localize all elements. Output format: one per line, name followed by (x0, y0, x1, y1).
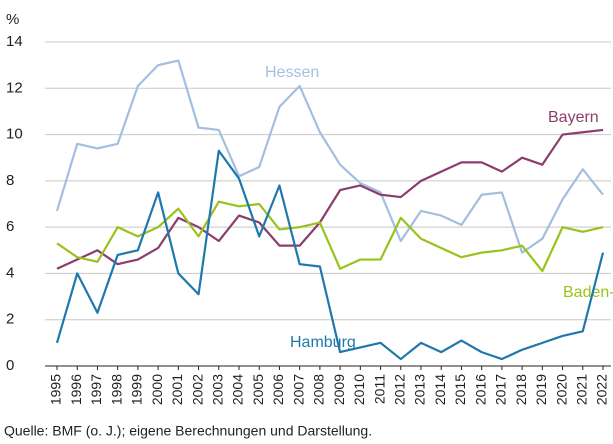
series-label: Baden-Württemberg (563, 284, 613, 301)
x-tick-label: 2016 (472, 374, 488, 405)
y-tick-label: 8 (6, 172, 14, 189)
x-tick-label: 2012 (391, 374, 407, 405)
series-line (56, 200, 604, 273)
x-tick-label: 2000 (149, 374, 165, 405)
y-tick-label: 2 (6, 311, 14, 328)
y-tick-label: 12 (6, 79, 23, 96)
source-note: Quelle: BMF (o. J.); eigene Berechnungen… (4, 423, 372, 439)
x-tick-label: 2011 (371, 374, 387, 404)
x-tick-label: 1999 (129, 374, 145, 405)
x-tick-label: 2015 (452, 374, 468, 405)
series-label: Bayern (548, 109, 599, 126)
x-tick-label: 2022 (594, 374, 610, 405)
x-tick-label: 2014 (432, 374, 448, 405)
x-tick-label: 2010 (351, 374, 367, 405)
series-line (55, 149, 605, 361)
y-axis-label: % (6, 11, 19, 28)
x-tick-label: 2001 (169, 374, 185, 405)
x-tick-label: 2005 (250, 374, 266, 405)
series-label: Hamburg (290, 334, 356, 351)
x-tick-label: 1995 (48, 374, 64, 405)
x-tick-label: 1997 (88, 374, 104, 405)
x-tick-label: 2002 (189, 374, 205, 405)
x-tick-label: 2017 (493, 374, 509, 405)
y-tick-label: 10 (6, 126, 23, 143)
y-tick-label: 0 (6, 357, 14, 374)
series-line (55, 59, 604, 254)
x-tick-label: 2019 (533, 374, 549, 405)
y-tick-label: 4 (6, 264, 14, 281)
y-tick-label: 6 (6, 218, 14, 235)
x-tick-label: 2008 (311, 374, 327, 405)
x-tick-label: 2007 (290, 374, 306, 405)
x-tick-label: 2006 (270, 374, 286, 405)
x-tick-label: 1996 (68, 374, 84, 405)
x-tick-label: 2004 (230, 374, 246, 405)
x-tick-label: 2020 (553, 374, 569, 405)
x-tick-label: 2013 (412, 374, 428, 405)
y-tick-label: 14 (6, 33, 23, 50)
x-tick-label: 2003 (209, 374, 225, 405)
series-label: Hessen (265, 64, 319, 81)
x-tick-label: 2018 (513, 374, 529, 405)
x-tick-label: 2009 (331, 374, 347, 405)
series-line (56, 128, 604, 270)
x-tick-label: 2021 (573, 374, 589, 405)
x-tick-label: 1998 (108, 374, 124, 405)
